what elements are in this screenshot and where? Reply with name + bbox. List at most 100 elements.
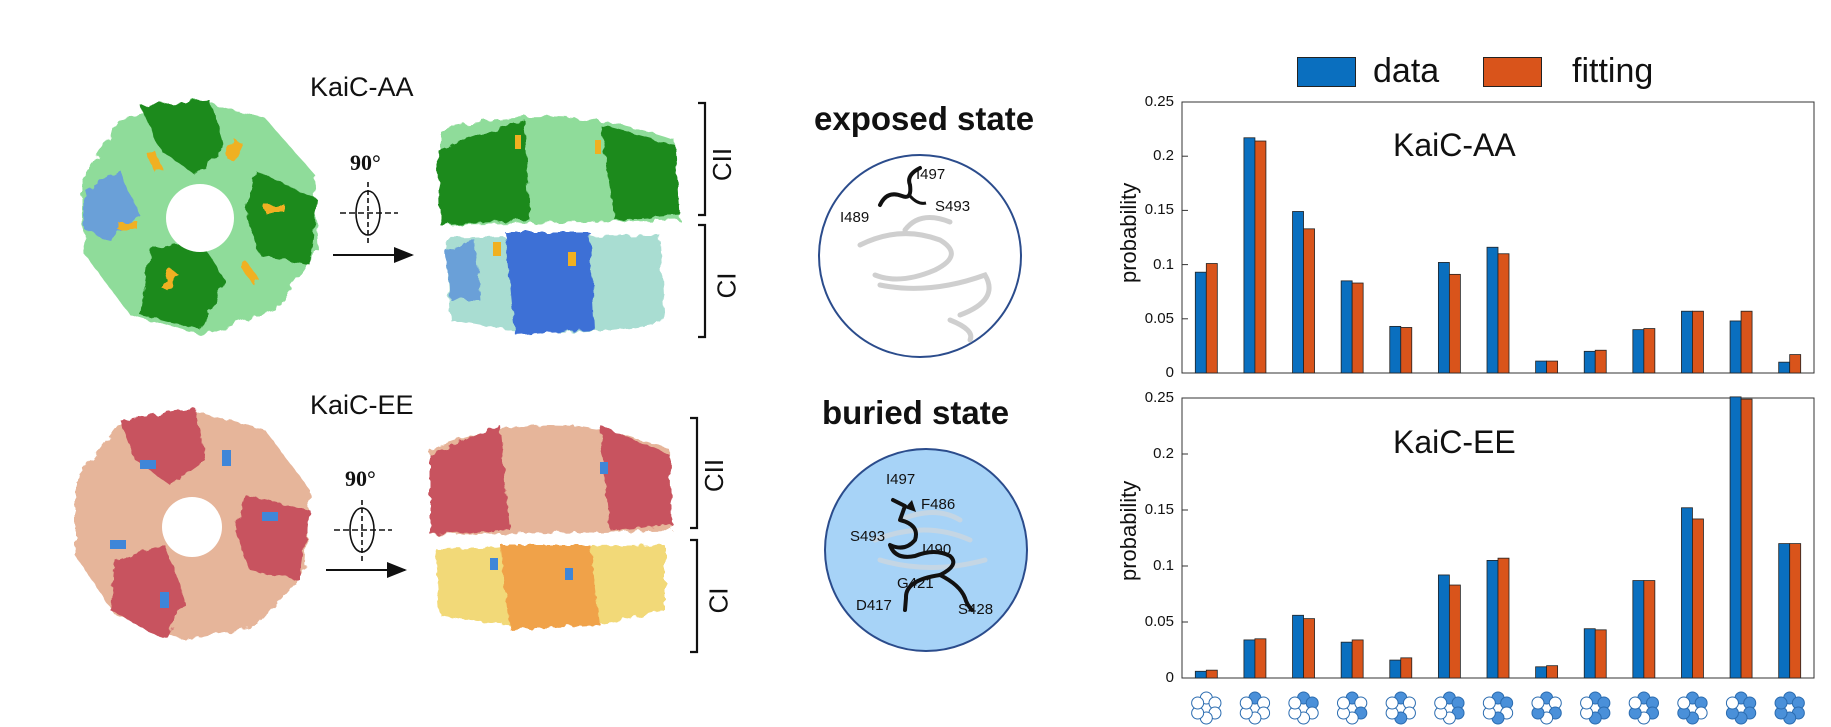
exposed-ribbon <box>857 215 992 343</box>
residue-label: G421 <box>897 575 934 592</box>
bar-fitting <box>1643 580 1656 679</box>
bar-fitting <box>1740 398 1753 679</box>
bar-fitting <box>1497 253 1510 374</box>
residue-label: I489 <box>840 209 870 226</box>
chart-title-ee: KaiC-EE <box>1393 424 1516 460</box>
bar-data <box>1243 639 1256 679</box>
bar-fitting <box>1351 639 1364 679</box>
rotation-label-ee: 90° <box>345 466 376 491</box>
bar-data <box>1292 614 1304 679</box>
kaic-ee-side-view <box>430 425 672 630</box>
state-circles <box>818 154 1028 652</box>
residue-label: S428 <box>958 601 994 618</box>
y-tick-label: 0 <box>1165 669 1174 686</box>
domain-brackets-ee <box>690 416 699 654</box>
residue-label: D417 <box>856 597 892 614</box>
bar-data <box>1194 271 1207 374</box>
y-tick-label: 0.25 <box>1144 93 1174 110</box>
y-tick-label: 0 <box>1165 364 1174 381</box>
bar-data <box>1583 628 1596 679</box>
bar-fitting <box>1594 629 1607 679</box>
y-tick-label: 0.2 <box>1153 147 1174 165</box>
bar-data <box>1389 325 1402 374</box>
exposed-loop <box>878 166 922 207</box>
bar-data <box>1340 280 1353 374</box>
bar-data <box>1681 310 1693 374</box>
y-tick-label: 0.1 <box>1153 557 1174 574</box>
bar-fitting <box>1594 349 1607 374</box>
structure-illustrations <box>75 100 707 654</box>
bar-fitting <box>1303 618 1315 679</box>
hexamer-subunit <box>1336 696 1350 710</box>
bar-fitting <box>1205 263 1218 374</box>
bar-data <box>1535 666 1548 679</box>
bar-data <box>1486 246 1499 374</box>
hexamer-subunit <box>1239 696 1253 710</box>
y-tick-label: 0.05 <box>1144 309 1174 327</box>
hexamer-subunit <box>1677 696 1691 710</box>
hexamer-subunit <box>1725 696 1739 710</box>
hexamer-subunit <box>1580 696 1594 710</box>
legend-label-data: data <box>1373 52 1440 90</box>
hexamer-subunit <box>1191 696 1205 710</box>
buried-state-title: buried state <box>822 394 1010 431</box>
hexamer-subunit <box>1434 696 1448 710</box>
bar-data <box>1437 262 1450 374</box>
bar-fitting <box>1692 310 1704 374</box>
residue-label: I497 <box>886 471 916 488</box>
bar-fitting <box>1448 584 1461 679</box>
residue-label: S493 <box>935 198 971 215</box>
y-tick-label: 0.15 <box>1144 201 1174 219</box>
residue-label: I497 <box>916 166 946 183</box>
bar-fitting <box>1692 518 1704 679</box>
bar-data <box>1535 360 1548 374</box>
rotation-symbol-aa <box>340 182 398 245</box>
exposed-state-circle <box>818 154 1022 358</box>
bar-fitting <box>1789 354 1802 374</box>
kaic-aa-structure-title: KaiC-AA <box>310 72 414 102</box>
rotation-label-aa: 90° <box>350 150 381 175</box>
residue-label: S493 <box>850 528 886 545</box>
y-tick-label: 0.05 <box>1144 613 1174 630</box>
bar-fitting <box>1254 140 1267 374</box>
bar-data <box>1632 329 1645 374</box>
bar-fitting <box>1740 310 1753 374</box>
bar-data <box>1632 580 1645 679</box>
chart-title-aa: KaiC-AA <box>1393 127 1516 163</box>
ring-pore-aa <box>166 184 234 252</box>
bar-data <box>1681 507 1693 679</box>
legend-label-fitting: fitting <box>1572 52 1654 90</box>
bar-fitting <box>1400 657 1413 679</box>
bar-data <box>1486 560 1499 679</box>
bar-data <box>1340 641 1353 679</box>
hexamer-subunit <box>1628 696 1642 710</box>
buried-ribbon <box>872 510 988 570</box>
bar-fitting <box>1643 328 1656 374</box>
bar-data <box>1437 574 1450 679</box>
rotation-symbol-ee <box>334 500 392 562</box>
bar-data <box>1389 659 1402 679</box>
bar-data <box>1583 350 1596 374</box>
bar-fitting <box>1789 543 1802 679</box>
bar-fitting <box>1254 638 1267 679</box>
legend-swatch-data <box>1297 57 1356 87</box>
domain-brackets-aa <box>698 101 707 339</box>
bar-fitting <box>1448 273 1461 374</box>
bar-data <box>1243 137 1256 374</box>
bar-fitting <box>1546 360 1559 374</box>
bar-data <box>1729 396 1742 679</box>
y-tick-label: 0.25 <box>1144 389 1174 406</box>
residue-label: I490 <box>922 541 952 558</box>
bar-data <box>1194 670 1207 679</box>
residue-label: F486 <box>921 496 956 513</box>
bar-data <box>1292 211 1304 374</box>
bar-fitting <box>1546 665 1559 679</box>
bar-fitting <box>1351 282 1364 374</box>
bar-fitting <box>1303 228 1315 374</box>
legend-swatch-fitting <box>1483 57 1542 87</box>
hexamer-subunit <box>1774 696 1788 710</box>
hexamer-subunit <box>1531 696 1545 710</box>
kaic-ee-structure-title: KaiC-EE <box>310 390 414 420</box>
bar-fitting <box>1205 669 1218 679</box>
